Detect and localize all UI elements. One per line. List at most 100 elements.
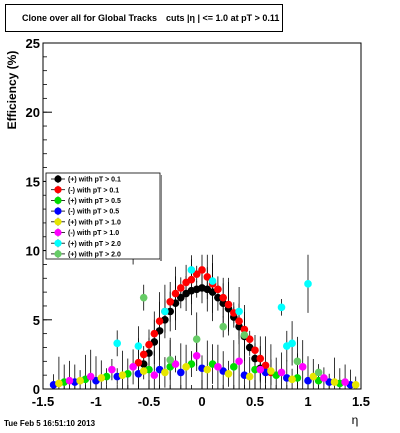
data-point	[267, 367, 275, 375]
x-tick-label: -0.5	[138, 394, 160, 409]
y-axis-label: Efficiency (%)	[5, 51, 19, 130]
data-point	[155, 317, 164, 325]
data-point	[245, 372, 254, 381]
data-point	[240, 331, 249, 339]
data-point	[187, 266, 196, 274]
data-point	[161, 307, 169, 316]
legend-label: (+) with pT > 2.0	[68, 252, 121, 259]
data-point	[192, 270, 201, 278]
data-point	[166, 307, 174, 316]
data-point	[320, 374, 328, 382]
data-point	[203, 273, 212, 281]
data-point	[161, 368, 169, 377]
data-point	[198, 266, 206, 274]
data-point	[76, 376, 84, 385]
data-point	[203, 365, 212, 374]
x-axis-label: η	[352, 413, 359, 427]
data-point	[277, 368, 286, 377]
y-tick-label: 10	[26, 244, 40, 259]
data-point	[187, 275, 196, 284]
data-point	[171, 289, 180, 298]
data-point	[145, 340, 153, 349]
data-point	[341, 378, 349, 386]
data-point	[192, 351, 201, 360]
title-part2: cuts |η | <= 1.0 at pT > 0.11	[166, 13, 280, 23]
x-tick-label: -1.5	[32, 394, 54, 409]
legend-label: (+) with pT > 2.0	[68, 241, 121, 248]
x-tick-label: -1	[90, 394, 102, 409]
legend-marker	[54, 175, 62, 183]
data-point	[256, 365, 265, 374]
data-point	[230, 363, 238, 371]
data-point	[171, 360, 180, 368]
x-tick-label: 0.5	[246, 394, 264, 409]
data-point	[298, 363, 307, 371]
data-point	[219, 322, 227, 331]
timestamp-footer: Tue Feb 5 16:51:10 2013	[4, 419, 96, 428]
x-tick-label: 0	[198, 394, 205, 409]
data-point	[129, 363, 137, 371]
data-point	[139, 367, 148, 375]
data-point	[304, 280, 312, 288]
legend-shadow	[160, 175, 162, 261]
data-point	[224, 369, 233, 378]
data-point	[314, 368, 323, 377]
data-point	[150, 329, 159, 338]
legend-marker	[54, 186, 62, 194]
legend-box	[45, 172, 161, 260]
y-tick-label: 20	[26, 105, 40, 120]
y-tick-label: 0	[33, 382, 40, 397]
data-point	[166, 298, 174, 306]
x-tick-label: 1	[304, 394, 311, 409]
y-tick-label: 25	[26, 36, 40, 51]
data-point	[251, 346, 259, 355]
data-point	[240, 325, 249, 334]
data-point	[134, 358, 143, 367]
data-point	[245, 335, 254, 343]
data-point	[177, 368, 185, 377]
legend-label: (-) with pT > 0.5	[68, 209, 119, 216]
data-point	[139, 293, 148, 302]
data-point	[166, 356, 174, 364]
data-point	[293, 357, 302, 366]
legend-marker	[54, 250, 62, 258]
data-point	[65, 376, 74, 385]
data-point	[277, 303, 286, 312]
data-point	[256, 354, 265, 363]
data-point	[177, 284, 185, 292]
legend-marker	[54, 207, 62, 215]
data-point	[192, 335, 201, 343]
data-point	[208, 277, 217, 285]
data-point	[261, 361, 270, 370]
legend-label: (+) with pT > 0.1	[68, 177, 121, 184]
data-point	[251, 354, 259, 363]
data-point	[288, 375, 296, 384]
data-point	[134, 342, 143, 350]
data-point	[235, 357, 243, 366]
legend-label: (+) with pT > 0.5	[68, 198, 121, 205]
data-point	[219, 293, 227, 302]
data-point	[150, 371, 159, 379]
data-point	[224, 300, 233, 309]
data-point	[214, 293, 222, 302]
data-point	[139, 350, 148, 359]
data-point	[288, 339, 296, 348]
data-point	[177, 293, 185, 302]
x-tick-label: 1.5	[352, 394, 370, 409]
data-point	[108, 365, 116, 374]
legend-label: (-) with pT > 0.1	[68, 187, 119, 194]
legend-marker	[54, 228, 62, 237]
data-point	[304, 376, 312, 385]
data-point	[251, 365, 259, 374]
data-point	[235, 307, 243, 316]
data-point	[182, 363, 190, 371]
legend-label: (+) with pT > 1.0	[68, 219, 121, 226]
points-layer	[49, 231, 360, 389]
data-point	[214, 363, 222, 371]
y-tick-label: 5	[33, 313, 40, 328]
data-point	[325, 378, 334, 386]
legend-marker	[54, 218, 62, 226]
data-point	[235, 317, 243, 325]
data-point	[97, 374, 106, 382]
